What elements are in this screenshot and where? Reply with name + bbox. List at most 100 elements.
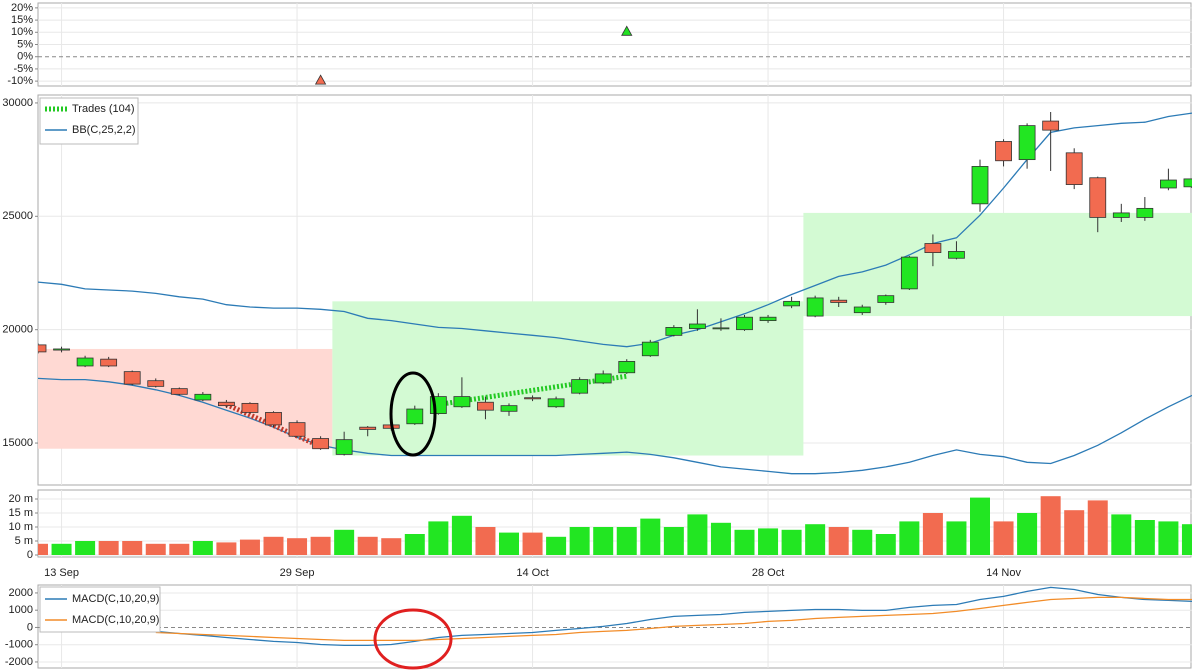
candle-body: [76, 357, 94, 367]
candle-body: [641, 341, 659, 357]
candle-body: [900, 256, 918, 290]
candle-body: [406, 408, 424, 425]
candle-body: [1042, 120, 1060, 131]
legend-box: [39, 586, 161, 633]
candle-body: [453, 396, 471, 408]
x-tick-label: 14 Oct: [516, 567, 548, 579]
volume-bar: [616, 527, 637, 555]
candle-body: [1112, 212, 1130, 218]
trade-marker: [621, 25, 633, 36]
volume-bar: [687, 514, 708, 555]
markers: [314, 25, 633, 85]
candle-body: [38, 344, 47, 353]
y-tick-label: 10%: [11, 26, 33, 38]
volume-bar: [287, 538, 308, 555]
x-tick-label: 14 Nov: [986, 567, 1021, 579]
bollinger-band: [38, 377, 1192, 475]
volume-bar: [993, 521, 1014, 555]
y-tick-label: 30000: [2, 97, 33, 109]
volume-bar: [263, 536, 284, 555]
y-tick-label: 5 m: [15, 535, 33, 547]
volume-bar: [1017, 513, 1038, 555]
candle-body: [1018, 125, 1036, 161]
candle-body: [477, 401, 494, 411]
candle-body: [265, 412, 282, 426]
candle-body: [783, 300, 800, 307]
volume-bar: [852, 529, 873, 555]
volume-bar: [828, 527, 849, 555]
volume-bar: [357, 536, 378, 555]
candle-body: [594, 373, 612, 384]
annotation-circle: [389, 371, 437, 457]
volume-bar: [946, 521, 967, 555]
candle-body: [500, 405, 518, 412]
panel: -2000 -1000 0 1000 2000: [5, 584, 1192, 669]
y-tick-label: 20%: [11, 2, 33, 14]
y-tick-label: -2000: [5, 656, 33, 668]
candle-body: [288, 422, 306, 437]
volume-bar: [970, 497, 990, 555]
volume-bar: [1064, 510, 1085, 555]
y-tick-label: 20 m: [9, 493, 33, 505]
volume-bar: [663, 527, 684, 555]
volume-bar: [428, 521, 449, 555]
y-tick-label: 0: [27, 621, 33, 633]
volume-bar: [75, 541, 96, 555]
candle-body: [53, 348, 70, 351]
legend-box: [39, 97, 139, 145]
candle-body: [759, 316, 777, 322]
volume-bar: [546, 536, 567, 555]
candle-body: [736, 316, 753, 331]
legend-label: MACD(C,10,20,9): [72, 614, 159, 626]
candle-body: [618, 361, 636, 374]
volume-bar: [522, 532, 543, 555]
candle-body: [547, 398, 565, 408]
macd-line: [155, 596, 1192, 642]
volume-bar: [734, 529, 755, 555]
y-tick-label: 2000: [9, 587, 33, 599]
y-tick-label: -1000: [5, 639, 33, 651]
y-tick-label: 10 m: [9, 521, 33, 533]
y-tick-label: 15000: [2, 437, 33, 449]
candle-body: [1089, 177, 1107, 218]
x-tick-label: 28 Oct: [752, 567, 784, 579]
y-tick-label: 5%: [17, 38, 33, 50]
x-tick-label: 29 Sep: [280, 567, 315, 579]
y-tick-label: 0: [27, 549, 33, 561]
volume-bar: [1181, 524, 1192, 555]
volume-bar: [122, 541, 143, 555]
y-tick-label: 15%: [11, 14, 33, 26]
volume-bar: [593, 527, 614, 555]
volume-bar: [758, 528, 779, 555]
legend-label: BB(C,25,2,2): [72, 124, 136, 136]
candle-body: [241, 402, 259, 413]
candle-body: [1065, 152, 1083, 185]
price-plot: [38, 112, 1192, 475]
volume-bar: [216, 542, 237, 555]
volume-bar: [640, 518, 661, 555]
volume-plot: [38, 496, 1192, 555]
volume-bar: [805, 524, 826, 555]
y-tick-label: 20000: [2, 324, 33, 336]
volume-bar: [569, 527, 590, 555]
candle-body: [924, 243, 942, 253]
candle-body: [877, 295, 895, 303]
candle-body: [312, 438, 330, 450]
candle-body: [995, 141, 1012, 162]
legend: Trades (104) BB(C,25,2,2): [39, 97, 139, 145]
volume-bar: [145, 543, 166, 555]
trade-zone: [803, 212, 1192, 317]
volume-bar: [51, 543, 72, 555]
macd-plot: [155, 586, 1192, 647]
candle-body: [806, 297, 824, 317]
trade-marker: [314, 74, 327, 85]
volume-bar: [334, 529, 355, 555]
candle-body: [524, 397, 541, 400]
candle-body: [170, 388, 188, 395]
y-tick-label: -10%: [7, 75, 33, 87]
candle-body: [335, 439, 353, 455]
x-tick-label: 13 Sep: [44, 567, 79, 579]
volume-bar: [451, 515, 472, 555]
volume-bar: [169, 543, 190, 555]
volume-bar: [239, 539, 260, 555]
